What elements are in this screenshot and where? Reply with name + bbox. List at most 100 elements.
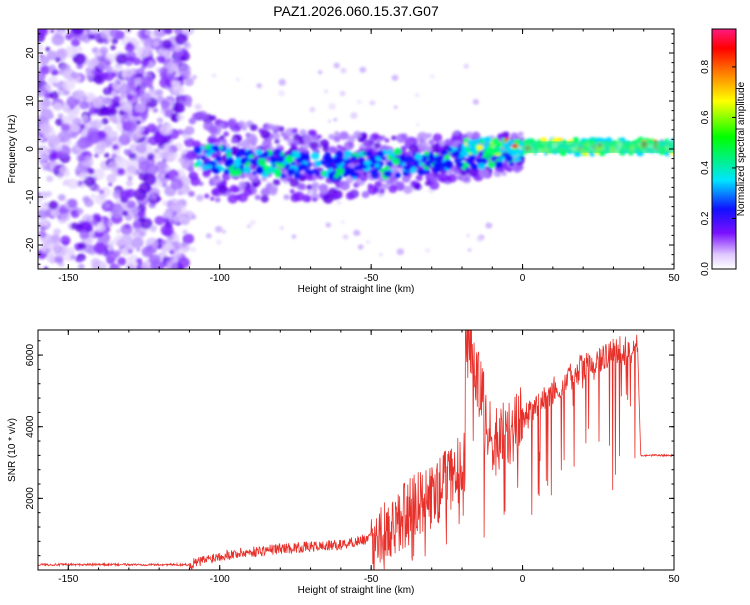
spectrogram-cell	[154, 215, 165, 226]
spectrogram-cell	[291, 150, 301, 159]
snr-ytick-label: 2000	[25, 487, 36, 510]
spectrogram-cell	[471, 151, 477, 156]
spectrogram-cell	[127, 176, 133, 181]
spectrogram-cell	[103, 125, 113, 135]
spectrogram-cell	[78, 155, 86, 162]
spectrogram-cell	[88, 33, 95, 40]
spectrogram-cell	[376, 138, 382, 144]
spectrogram-cell	[106, 220, 114, 227]
spectrogram-cell	[67, 198, 78, 209]
snr-xtick-label: -100	[210, 574, 230, 585]
spectrogram-xtick-label: 0	[520, 273, 526, 284]
spectrogram-cell	[103, 39, 110, 45]
snr-x-axis: -150 -100 -50 0 50	[37, 330, 680, 585]
spectrogram-cell	[340, 220, 345, 224]
spectrogram-cell	[470, 162, 478, 169]
spectrogram-cell	[140, 111, 148, 120]
spectrogram-cell	[136, 120, 142, 125]
spectrogram-cell	[76, 46, 83, 52]
spectrogram-cell	[204, 193, 210, 199]
spectrogram-cell	[112, 101, 121, 108]
spectrogram-cell	[343, 156, 348, 161]
snr-panel: -150 -100 -50 0 50 2000 4000 6000 Height of st…	[7, 329, 680, 596]
spectrogram-cell	[67, 178, 79, 190]
spectrogram-cell	[400, 162, 406, 167]
spectrogram-cell	[54, 247, 66, 258]
spectrogram-cell	[415, 174, 423, 182]
spectrogram-cell	[235, 153, 241, 158]
spectrogram-cell	[478, 152, 484, 157]
spectrogram-cell	[513, 157, 520, 163]
spectrogram-cell	[155, 160, 167, 172]
spectrogram-cell	[70, 71, 79, 79]
snr-series-line	[38, 330, 674, 570]
spectrogram-cell	[70, 222, 79, 230]
spectrogram-cell	[227, 194, 239, 204]
spectrogram-cell	[69, 131, 78, 139]
spectrogram-cell	[112, 95, 121, 103]
spectrogram-cell	[58, 69, 64, 75]
spectrogram-cell	[122, 93, 128, 98]
spectrogram-xtick-label: 50	[668, 273, 680, 284]
spectrogram-cell	[401, 174, 411, 183]
spectrogram-cell	[347, 159, 353, 164]
spectrogram-cell	[500, 133, 506, 139]
spectrogram-cell	[120, 234, 133, 245]
spectrogram-cell	[69, 123, 81, 133]
spectrogram-cell	[501, 148, 507, 154]
spectrogram-cell	[150, 226, 157, 233]
spectrogram-cell	[97, 130, 107, 139]
spectrogram-cell	[274, 138, 280, 144]
spectrogram-cell	[270, 124, 278, 132]
spectrogram-ytick-label: 10	[25, 95, 36, 107]
spectrogram-cell	[485, 222, 493, 229]
spectrogram-cell	[426, 133, 432, 139]
spectrogram-cell	[42, 164, 50, 171]
spectrogram-cell	[328, 168, 334, 173]
spectrogram-cell	[465, 151, 469, 156]
spectrogram-cell	[326, 163, 334, 170]
spectrogram-cell	[309, 141, 319, 150]
spectrogram-cell	[184, 126, 195, 136]
spectrogram-cell	[249, 136, 258, 145]
spectrogram-cell	[72, 47, 78, 54]
spectrogram-cell	[212, 145, 220, 152]
spectrogram-cell	[279, 226, 284, 230]
spectrogram-cell	[434, 182, 440, 187]
spectrogram-cell	[63, 89, 71, 96]
spectrogram-cell	[38, 71, 46, 82]
spectrogram-cell	[299, 129, 307, 136]
spectrogram-cell	[362, 139, 371, 147]
spectrogram-cell	[285, 155, 294, 163]
spectrogram-cell	[52, 102, 63, 112]
spectrogram-cell	[237, 120, 246, 128]
spectrogram-cell	[140, 86, 146, 92]
spectrogram-cell	[233, 168, 243, 177]
spectrogram-cell	[261, 139, 272, 149]
spectrogram-cell	[335, 167, 345, 176]
spectrogram-cell	[414, 93, 420, 98]
spectrogram-cell	[418, 140, 428, 149]
spectrogram-cell	[126, 93, 134, 101]
spectrogram-cell	[110, 45, 116, 51]
spectrogram-cell	[90, 193, 96, 199]
spectrogram-cell	[342, 234, 349, 240]
spectrogram-cell	[439, 177, 445, 183]
spectrogram-cell	[97, 60, 110, 71]
spectrogram-cell	[333, 156, 343, 165]
spectrogram-cell	[476, 144, 484, 151]
spectrogram-cell	[377, 150, 385, 157]
spectrogram-cell	[260, 187, 271, 197]
spectrogram-cell	[196, 194, 204, 202]
spectrogram-cell	[387, 154, 393, 161]
snr-background	[38, 330, 674, 570]
spectrogram-cell	[184, 137, 195, 148]
spectrogram-cell	[131, 236, 144, 249]
spectrogram-cell	[92, 168, 105, 181]
spectrogram-cell	[395, 181, 405, 190]
spectrogram-cell	[45, 46, 51, 52]
spectrogram-cell	[78, 172, 87, 180]
spectrogram-cell	[53, 228, 61, 236]
spectrogram-cell	[467, 248, 472, 252]
spectrogram-cell	[48, 64, 56, 72]
